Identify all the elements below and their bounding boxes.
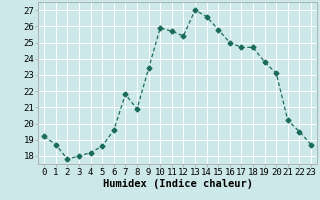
- X-axis label: Humidex (Indice chaleur): Humidex (Indice chaleur): [103, 179, 252, 189]
